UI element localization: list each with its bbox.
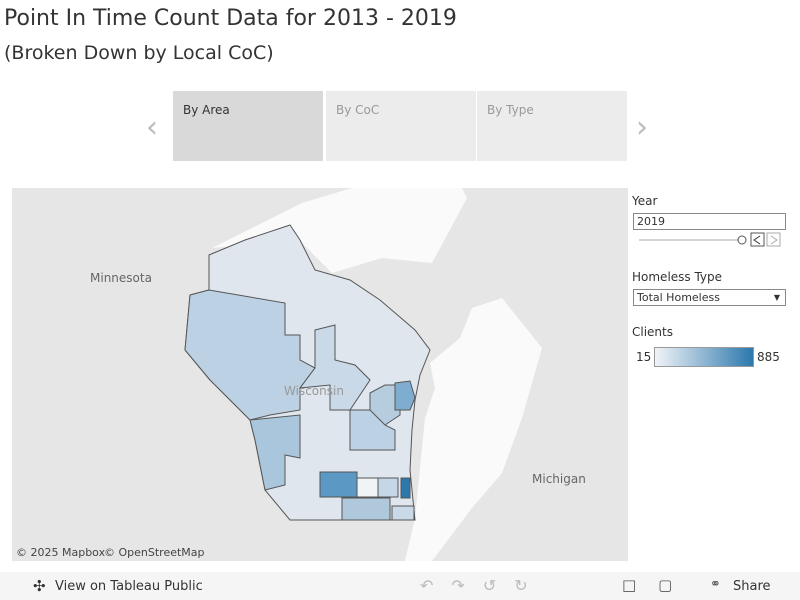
map-label: Michigan	[532, 472, 586, 486]
prev-arrow[interactable]: ‹	[146, 110, 158, 145]
year-slider[interactable]	[633, 232, 783, 248]
share-button[interactable]: Share	[733, 579, 771, 594]
subtitle: (Broken Down by Local CoC)	[4, 42, 274, 64]
type-dropdown[interactable]: Total Homeless ▼	[633, 289, 786, 306]
legend-title: Clients	[632, 325, 673, 339]
dropdown-value: Total Homeless	[637, 291, 720, 304]
share-icon: ⚭	[710, 577, 721, 592]
download-fullscreen[interactable]: □▢	[622, 576, 695, 594]
filter-label: Year	[632, 194, 658, 208]
map-label: Minnesota	[90, 271, 152, 285]
attribution[interactable]: © 2025 Mapbox	[16, 546, 106, 559]
year-input[interactable]: 2019	[633, 213, 786, 230]
wisconsin-regions	[184, 224, 431, 521]
lake-michigan	[405, 298, 542, 561]
next-arrow[interactable]: ›	[636, 110, 648, 145]
legend-max: 885	[757, 350, 780, 364]
view-link[interactable]: View on Tableau Public	[55, 579, 203, 594]
tab[interactable]: By CoC	[326, 91, 476, 161]
tab[interactable]: By Type	[477, 91, 627, 161]
attribution[interactable]: © OpenStreetMap	[104, 546, 205, 559]
filter-label: Homeless Type	[632, 270, 723, 284]
map-label: Wisconsin	[284, 384, 344, 398]
tableau-icon: ✣	[33, 577, 46, 595]
lake-superior	[212, 188, 467, 273]
tab[interactable]: By Area	[173, 91, 323, 161]
undo-redo[interactable]: ↶↷↺↻	[420, 576, 546, 595]
legend-min: 15	[636, 350, 652, 364]
toolbar: ✣ View on Tableau Public ↶↷↺↻ □▢ ⚭ Share	[0, 572, 800, 600]
title: Point In Time Count Data for 2013 - 2019	[4, 6, 457, 31]
map[interactable]: Minnesota Wisconsin Michigan © 2025 Mapb…	[12, 188, 628, 561]
legend-ramp	[654, 347, 754, 367]
